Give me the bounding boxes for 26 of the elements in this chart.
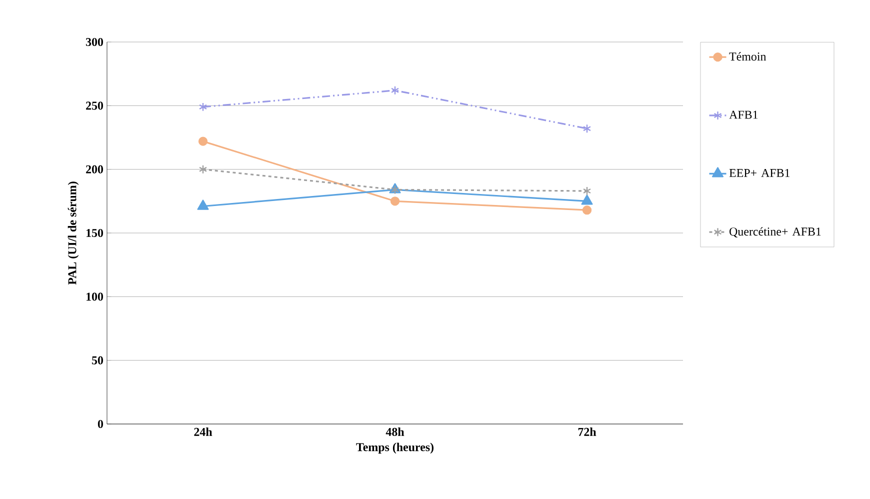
x-tick-label: 48h — [386, 428, 404, 436]
y-tick-label: 300 — [86, 38, 104, 46]
point — [390, 196, 400, 206]
legend-label: AFB1 — [729, 110, 758, 119]
point — [390, 86, 400, 95]
point — [198, 164, 208, 174]
point — [582, 124, 592, 134]
y-tick-label: 150 — [86, 228, 104, 238]
x-tick-label: 72h — [578, 428, 596, 436]
point — [198, 136, 208, 146]
point — [581, 194, 593, 205]
y-tick-label: 200 — [86, 165, 104, 174]
y-axis-title: PAL (UI/l de sérum) — [68, 182, 79, 285]
y-tick-label: 250 — [86, 102, 104, 110]
point — [198, 102, 208, 112]
point — [582, 186, 592, 196]
legend-label: Quercétine+ AFB1 — [730, 227, 821, 238]
legend-label: EEP+ AFB1 — [729, 168, 790, 177]
y-tick-label: 0 — [98, 420, 104, 428]
x-tick-label: 24h — [194, 428, 212, 436]
x-axis-title: Temps (heures) — [356, 442, 434, 454]
y-tick-label: 50 — [92, 356, 104, 364]
y-tick-label: 100 — [86, 292, 104, 301]
point — [197, 200, 209, 210]
legend-label: Témoin — [729, 52, 766, 61]
point — [582, 205, 592, 215]
